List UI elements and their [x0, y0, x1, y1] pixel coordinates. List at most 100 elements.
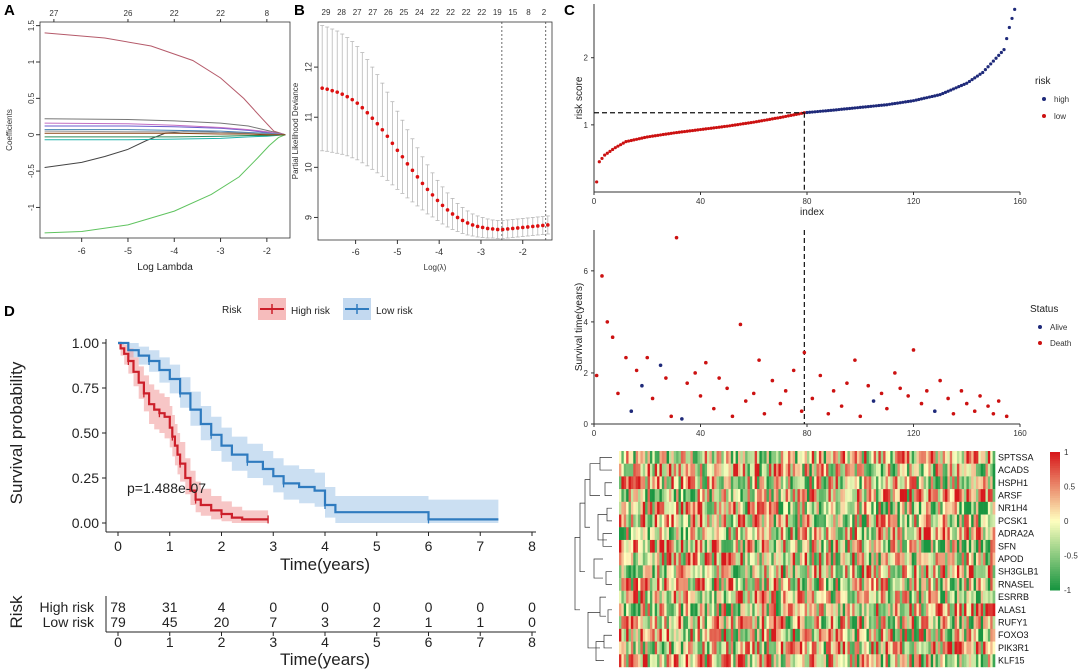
heatmap-cell — [807, 501, 810, 515]
heatmap-cell — [711, 603, 715, 617]
heatmap-cell — [745, 603, 748, 617]
heatmap-cell — [985, 489, 989, 503]
heatmap-cell — [792, 527, 796, 541]
risk-score-point — [608, 149, 612, 153]
heatmap-cell — [975, 539, 979, 553]
heatmap-cell — [723, 616, 727, 630]
heatmap-cell — [954, 514, 958, 528]
heatmap-cell — [906, 578, 910, 591]
heatmap-cell — [680, 578, 684, 591]
heatmap-cell — [752, 641, 755, 655]
heatmap-cell — [778, 527, 782, 541]
heatmap-cell — [906, 527, 910, 541]
heatmap-cell — [787, 654, 791, 668]
survival-point — [693, 371, 697, 375]
heatmap-cell — [792, 463, 796, 477]
heatmap-cell — [954, 616, 958, 630]
heatmap-cell — [966, 501, 970, 515]
heatmap-cell — [859, 489, 863, 503]
heatmap-cell — [742, 565, 746, 579]
heatmap-cell — [630, 628, 634, 642]
heatmap-row — [619, 501, 996, 515]
heatmap-cell — [918, 578, 922, 591]
heatmap-cell — [702, 476, 705, 490]
heatmap-cell — [871, 539, 874, 553]
heatmap-cell — [638, 603, 641, 617]
survival-point — [717, 376, 721, 380]
heatmap-cell — [757, 590, 760, 604]
risk-score-point — [826, 108, 830, 113]
heatmap-cell — [940, 552, 943, 566]
heatmap-cell — [657, 514, 660, 528]
heatmap-cell — [933, 628, 936, 642]
heatmap-cell — [902, 489, 905, 503]
heatmap-cell — [826, 616, 829, 630]
gene-label: ADRA2A — [998, 529, 1034, 539]
heatmap-cell — [711, 616, 715, 630]
heatmap-cell — [940, 616, 943, 630]
panel-label-d: D — [4, 303, 15, 320]
heatmap-row — [619, 489, 996, 503]
dendrogram-branch — [606, 507, 612, 522]
heatmap-cell — [845, 552, 848, 566]
heatmap-cell — [945, 590, 948, 604]
heatmap-cell — [671, 590, 675, 604]
heatmap-cell — [918, 514, 922, 528]
heatmap-row — [619, 539, 996, 553]
heatmap-cell — [754, 628, 758, 642]
heatmap-cell — [797, 654, 801, 668]
top-count-label: 22 — [446, 8, 455, 17]
risk-score-point — [621, 141, 625, 145]
heatmap-cell — [940, 628, 943, 642]
heatmap-cell — [954, 590, 958, 604]
heatmap-cell — [709, 565, 713, 579]
heatmap-cell — [749, 616, 753, 630]
risk-score-point — [903, 100, 908, 104]
heatmap-cell — [961, 476, 965, 490]
heatmap-cell — [623, 565, 627, 579]
heatmap-cell — [897, 476, 901, 490]
heatmap-cell — [661, 489, 665, 503]
heatmap-cell — [642, 501, 646, 515]
heatmap-cell — [795, 489, 798, 503]
heatmap-cell — [899, 603, 903, 617]
heatmap-cell — [849, 565, 853, 579]
heatmap-cell — [878, 539, 882, 553]
heatmap-cell — [804, 603, 808, 617]
heatmap-cell — [823, 552, 827, 566]
heatmap-cell — [949, 463, 953, 477]
heatmap-cell — [887, 590, 891, 604]
survival-point — [594, 373, 599, 378]
heatmap-cell — [728, 476, 732, 490]
heatmap-cell — [688, 603, 691, 617]
heatmap-cell — [830, 527, 834, 541]
heatmap-cell — [961, 527, 965, 541]
heatmap-cell — [868, 451, 872, 464]
heatmap-cell — [904, 565, 908, 579]
heatmap-cell — [773, 539, 777, 553]
dendrogram-branch — [607, 609, 612, 623]
heatmap-cell — [914, 654, 917, 668]
heatmap-cell — [752, 578, 755, 591]
heatmap-cell — [638, 476, 641, 490]
heatmap-cell — [718, 514, 722, 528]
heatmap-cell — [783, 641, 786, 655]
heatmap-cell — [918, 616, 922, 630]
heatmap-cell — [778, 628, 782, 642]
heatmap-cell — [842, 654, 846, 668]
heatmap-cell — [897, 552, 901, 566]
heatmap-cell — [878, 451, 882, 464]
heatmap-cell — [921, 641, 924, 655]
heatmap-cell — [680, 641, 684, 655]
deviance-point — [515, 226, 520, 230]
heatmap-cell — [923, 476, 927, 490]
heatmap-cell — [968, 451, 972, 464]
x-tick-label: -3 — [477, 247, 485, 257]
heatmap-cell — [918, 565, 922, 579]
heatmap-cell — [628, 514, 632, 528]
heatmap-cell — [621, 654, 625, 668]
heatmap-cell — [811, 489, 815, 503]
heatmap-cell — [837, 654, 841, 668]
risk-score-point — [765, 118, 769, 122]
